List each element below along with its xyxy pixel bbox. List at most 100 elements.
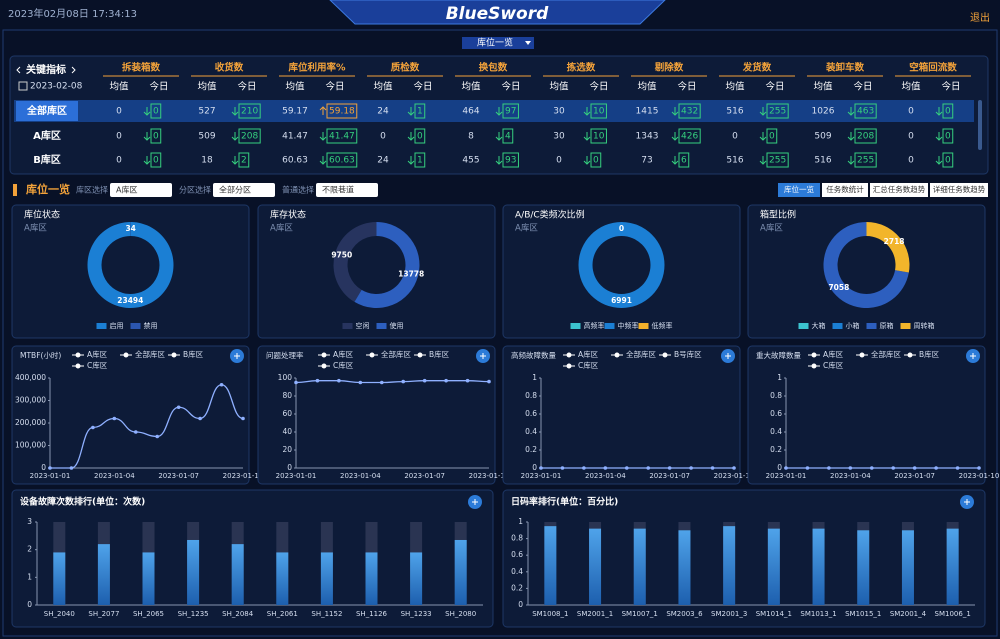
subheader: 今日: [237, 81, 256, 93]
today-box: [502, 152, 519, 168]
point: [401, 379, 406, 384]
trend-down: [319, 132, 327, 141]
trend-down: [935, 132, 943, 141]
legend-dot: [662, 352, 668, 358]
point: [539, 466, 543, 470]
today-box: [942, 128, 954, 144]
x-tick-label: SM2001_1: [577, 610, 613, 618]
avg-value: 60.63: [282, 156, 308, 166]
row-name[interactable]: A库区: [33, 129, 61, 142]
section-button-label[interactable]: 汇总任务数趋势: [873, 184, 926, 194]
y-tick-label: 1: [532, 373, 537, 382]
trend-up: [319, 106, 327, 115]
donut-label: 0: [619, 224, 624, 233]
donut-title: A/B/C类频次比例: [515, 209, 585, 221]
today-box: [942, 152, 954, 168]
section-button[interactable]: [930, 183, 988, 197]
bar: [454, 539, 467, 605]
logo-banner: [329, 0, 666, 25]
legend-label: A库区: [823, 349, 844, 359]
today-value: 208: [241, 132, 258, 142]
today-box: [590, 103, 607, 119]
legend-label: 中频率: [618, 321, 639, 330]
filter-value[interactable]: A库区: [116, 185, 137, 195]
today-value: 0: [945, 156, 951, 166]
bar: [231, 544, 244, 605]
calendar-icon: [18, 81, 28, 91]
point: [465, 378, 470, 383]
kpi-column: 发货数: [742, 62, 772, 74]
row-name[interactable]: 全部库区: [26, 104, 67, 117]
point: [827, 466, 831, 470]
section-button[interactable]: [870, 183, 928, 197]
today-box: [854, 103, 877, 119]
legend-label: B号库区: [674, 349, 702, 359]
legend-label: 启用: [110, 321, 124, 330]
bar: [678, 530, 691, 605]
x-tick-label: 2023-01-10: [469, 472, 510, 480]
avg-value: 24: [377, 156, 389, 166]
avg-value: 509: [814, 132, 831, 142]
section-button-label[interactable]: 详细任务数趋势: [933, 184, 986, 194]
legend-dot: [123, 352, 129, 358]
legend-label: 全部库区: [381, 349, 411, 359]
point: [784, 466, 788, 470]
row-name[interactable]: B库区: [33, 153, 61, 166]
avg-value: 516: [814, 156, 831, 166]
section-button[interactable]: [778, 183, 820, 197]
legend-label: A库区: [87, 349, 108, 359]
y-tick-label: 2: [27, 545, 32, 554]
point: [219, 382, 224, 387]
y-tick-label: 0.6: [525, 409, 537, 418]
donut-label: 23494: [117, 296, 143, 305]
subheader: 今日: [325, 81, 344, 93]
subheader: 均值: [549, 81, 569, 93]
filter-box[interactable]: [213, 183, 275, 197]
avg-value: 41.47: [282, 132, 308, 142]
legend-dot: [566, 352, 572, 358]
point: [155, 434, 160, 439]
section-button[interactable]: [822, 183, 868, 197]
legend-dot: [369, 352, 375, 358]
section-button-label[interactable]: 库位一览: [784, 184, 814, 194]
legend-label: C库区: [87, 360, 108, 370]
today-value: 255: [857, 156, 874, 166]
avg-value: 0: [908, 107, 914, 117]
tab[interactable]: 库位一览: [477, 37, 513, 49]
y-tick-label: 0.4: [511, 567, 523, 576]
trend-down: [407, 107, 415, 116]
trend-down: [759, 156, 767, 165]
subheader: 均值: [637, 81, 657, 93]
section-button-label[interactable]: 任务数统计: [826, 184, 864, 194]
filter-box[interactable]: [110, 183, 172, 197]
arrow-left: [16, 66, 21, 74]
x-tick-label: 2023-01-07: [158, 472, 199, 480]
y-tick-label: 3: [27, 517, 32, 526]
y-tick-label: 1: [27, 572, 32, 581]
point: [315, 378, 320, 383]
legend-label: 使用: [390, 321, 404, 330]
point: [444, 378, 448, 383]
avg-value: 1415: [636, 107, 659, 117]
filter-value[interactable]: 全部分区: [219, 185, 251, 195]
today-value: 97: [505, 107, 516, 117]
today-box: [238, 128, 261, 144]
x-tick-label: 2023-01-10: [714, 472, 755, 480]
frame: [2, 29, 998, 637]
filter-box[interactable]: [316, 183, 378, 197]
avg-value: 516: [726, 107, 743, 117]
bar: [276, 552, 289, 605]
logout[interactable]: 退出: [970, 11, 990, 24]
today-box: [766, 128, 778, 144]
y-tick-label: 40: [282, 427, 292, 436]
avg-value: 455: [462, 156, 479, 166]
y-tick-label: 1: [777, 373, 782, 382]
legend-label: 低频率: [652, 321, 673, 330]
trend-down: [143, 156, 151, 165]
subheader: 均值: [813, 81, 833, 93]
legend-label: C库区: [578, 360, 599, 370]
filter-value[interactable]: 不限巷道: [322, 185, 354, 195]
trend-down: [847, 107, 855, 116]
plus-icon: [472, 499, 478, 505]
legend-label: 全部库区: [626, 349, 656, 359]
